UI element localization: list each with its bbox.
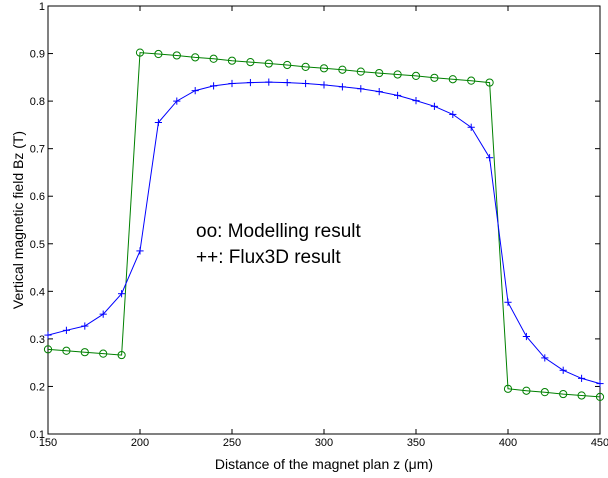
circle-marker xyxy=(264,59,273,68)
annotation-flux3d: ++: Flux3D result xyxy=(196,247,341,268)
plus-marker xyxy=(173,97,181,105)
circle-marker xyxy=(448,75,457,84)
circle-marker xyxy=(577,391,586,400)
y-tick-label: 0.6 xyxy=(30,191,45,203)
y-tick-label: 1 xyxy=(39,1,45,13)
plus-marker xyxy=(302,79,310,88)
circle-marker xyxy=(540,388,549,397)
x-tick-label: 200 xyxy=(131,437,149,449)
circle-marker xyxy=(80,348,89,357)
circle-marker xyxy=(227,56,237,65)
circle-marker xyxy=(338,65,347,74)
series-line-1 xyxy=(47,52,601,398)
x-tick-label: 150 xyxy=(39,437,57,449)
y-tick-label: 0.5 xyxy=(30,239,45,251)
y-tick-label: 0.1 xyxy=(30,429,45,441)
circle-marker xyxy=(503,384,513,393)
plus-marker xyxy=(578,374,586,382)
circle-marker xyxy=(319,64,329,73)
plus-marker xyxy=(357,85,365,93)
plus-marker xyxy=(44,331,52,339)
plus-marker xyxy=(504,298,512,306)
plus-marker xyxy=(154,118,162,127)
circle-marker xyxy=(430,73,439,82)
circle-marker xyxy=(154,49,163,59)
plus-marker xyxy=(541,354,549,362)
y-tick-label: 0.2 xyxy=(30,381,45,393)
circle-marker xyxy=(117,350,126,360)
plus-marker xyxy=(62,326,70,334)
plus-marker xyxy=(596,379,604,388)
plus-marker xyxy=(394,91,402,100)
plus-marker xyxy=(375,88,383,96)
circle-marker xyxy=(135,48,145,57)
plus-marker xyxy=(430,102,438,110)
x-tick-label: 350 xyxy=(407,437,425,449)
x-axis-label: Distance of the magnet plan z (μm) xyxy=(215,456,433,472)
y-tick-label: 0.8 xyxy=(30,96,45,108)
plus-marker xyxy=(210,82,218,90)
plus-marker xyxy=(522,332,530,341)
tick-layer: 150 200 250 300 350 400 450 0.1 0.2 0.3 0.4 0.5 0.6 0… xyxy=(30,1,608,449)
plus-marker xyxy=(81,322,89,330)
circle-marker xyxy=(43,345,53,354)
y-tick-label: 0.7 xyxy=(30,144,45,156)
circle-marker xyxy=(485,78,494,87)
circle-marker xyxy=(172,51,181,60)
x-tick-label: 300 xyxy=(315,437,333,449)
circle-marker xyxy=(411,71,421,81)
circle-marker xyxy=(99,349,108,358)
plus-marker xyxy=(136,247,144,255)
y-tick-label: 0.4 xyxy=(30,286,45,298)
x-tick-label: 400 xyxy=(499,437,517,449)
y-axis-label: Vertical magnetic field Bz (T) xyxy=(10,131,26,309)
x-tick-label: 450 xyxy=(591,437,608,449)
plus-marker xyxy=(228,79,236,88)
plus-marker xyxy=(467,123,475,131)
circle-marker xyxy=(283,60,292,70)
circle-marker xyxy=(301,62,310,71)
plus-marker xyxy=(246,78,254,87)
circle-marker xyxy=(393,70,402,79)
circle-marker xyxy=(375,68,384,78)
circle-marker xyxy=(595,392,605,402)
plus-marker xyxy=(449,110,457,119)
series-layer xyxy=(43,48,605,402)
plus-marker xyxy=(283,78,291,87)
circle-marker xyxy=(209,54,218,63)
plus-marker xyxy=(320,81,328,89)
plus-marker xyxy=(191,87,199,95)
plus-marker xyxy=(99,310,107,318)
annotation-modelling: oo: Modelling result xyxy=(196,221,361,242)
circle-marker xyxy=(356,67,365,76)
plus-marker xyxy=(118,290,126,298)
plot-area xyxy=(47,5,601,435)
plus-marker xyxy=(486,154,494,162)
circle-marker xyxy=(62,346,71,355)
y-tick-label: 0.3 xyxy=(30,334,45,346)
plus-marker xyxy=(559,366,567,374)
plus-marker xyxy=(412,97,420,105)
circle-marker xyxy=(191,53,200,62)
x-tick-label: 250 xyxy=(223,437,241,449)
circle-marker xyxy=(246,58,255,67)
circle-marker xyxy=(559,389,568,399)
circle-marker xyxy=(467,76,476,85)
plus-marker xyxy=(338,83,346,91)
circle-marker xyxy=(522,386,531,395)
y-tick-label: 0.9 xyxy=(30,49,45,61)
plus-marker xyxy=(265,78,273,86)
